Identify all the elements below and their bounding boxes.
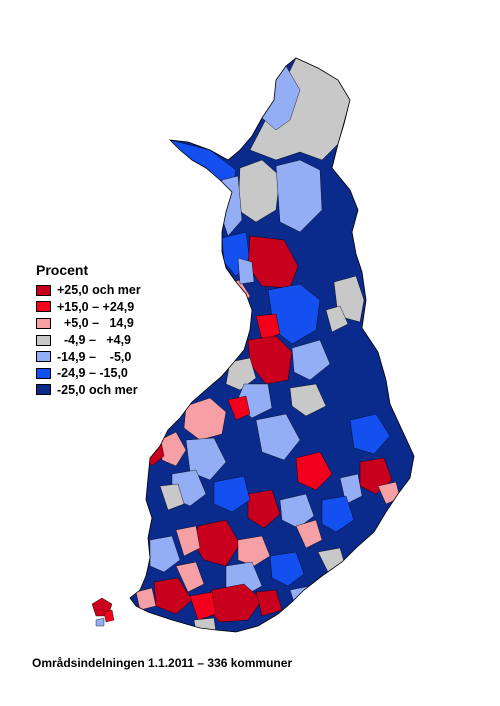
map-legend: Procent +25,0 och mer +15,0 – +24,9 +5,0 … [36, 262, 141, 398]
region-central-lightblue [279, 493, 315, 529]
region-jyvaskyla-red [247, 489, 281, 529]
legend-item: -14,9 – -5,0 [36, 348, 141, 365]
legend-label: +25,0 och mer [57, 283, 141, 298]
legend-item: -24,9 – -15,0 [36, 365, 141, 382]
region-mid-lightblue [185, 437, 227, 481]
region-kuopio-red [295, 451, 333, 491]
region-south-blue [269, 551, 305, 587]
region-savo-blue [321, 495, 355, 533]
legend-swatch [36, 284, 51, 296]
legend-swatch [36, 351, 51, 363]
legend-swatch [36, 384, 51, 396]
region-mid-grey [289, 383, 327, 417]
region-kemi-lightblue [237, 257, 255, 285]
region-oulu-red [255, 313, 281, 341]
region-lapland-north-grey [249, 58, 351, 161]
region-east-blue [349, 413, 391, 455]
legend-label: -4,9 – +4,9 [57, 333, 132, 348]
region-southwest-pink [135, 587, 157, 611]
region-oulu-lightblue [291, 339, 331, 381]
region-turku-red [153, 577, 193, 615]
region-southwest-lightblue [149, 535, 181, 573]
legend-label: -14,9 – -5,0 [57, 349, 132, 364]
legend-items: +25,0 och mer +15,0 – +24,9 +5,0 – 14,9 -… [36, 282, 141, 398]
legend-item: +25,0 och mer [36, 282, 141, 299]
region-southeast-lightblue [289, 585, 315, 609]
legend-item: -4,9 – +4,9 [36, 332, 141, 349]
legend-item: +15,0 – +24,9 [36, 299, 141, 316]
region-central-blue [213, 475, 251, 513]
legend-label: -25,0 och mer [57, 382, 138, 397]
region-lahti-pink [237, 535, 271, 567]
legend-swatch [36, 367, 51, 379]
legend-label: +5,0 – 14,9 [57, 316, 134, 331]
region-vaasa-pink [183, 397, 227, 441]
map-caption: Områdsindelningen 1.1.2011 – 336 kommune… [32, 656, 293, 670]
region-uusimaa-pink [175, 561, 205, 593]
legend-item: +5,0 – 14,9 [36, 315, 141, 332]
legend-swatch [36, 301, 51, 313]
region-vaasa-red [227, 395, 251, 421]
legend-label: +15,0 – +24,9 [57, 299, 135, 314]
region-lapland-center-lightblue [275, 159, 323, 233]
region-kainuu-grey [325, 305, 349, 333]
legend-swatch [36, 334, 51, 346]
legend-title: Procent [36, 262, 89, 278]
legend-swatch [36, 317, 51, 329]
legend-item: -25,0 och mer [36, 382, 141, 399]
region-uusimaa-red [189, 591, 217, 621]
region-mid-lightblue2 [255, 413, 301, 461]
region-west-grey [159, 483, 185, 511]
legend-label: -24,9 – -15,0 [57, 366, 128, 381]
region-tampere-pink [175, 525, 201, 557]
region-east-uusimaa-red [255, 589, 283, 617]
aland-islands [91, 597, 115, 627]
region-central-pink [295, 519, 323, 549]
